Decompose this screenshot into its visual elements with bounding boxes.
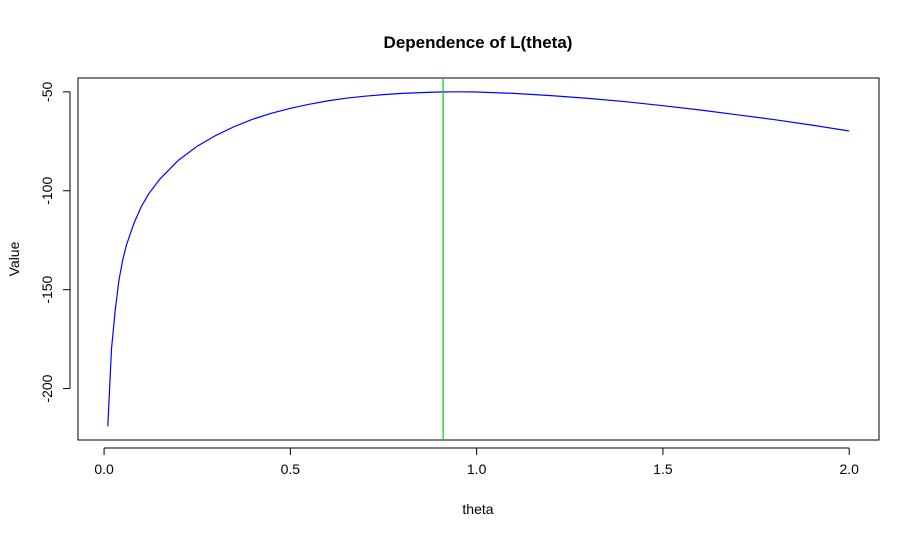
series-layer — [107, 78, 850, 440]
chart-title: Dependence of L(theta) — [384, 33, 573, 52]
series-line — [107, 91, 850, 427]
x-tick-label: 0.0 — [94, 461, 114, 477]
y-tick-label: -150 — [39, 275, 55, 303]
y-tick-label: -100 — [39, 177, 55, 205]
x-tick-label: 2.0 — [839, 461, 859, 477]
x-tick-label: 1.5 — [653, 461, 673, 477]
y-tick-label: -200 — [39, 374, 55, 402]
y-axis-label: Value — [6, 241, 22, 276]
x-tick-label: 1.0 — [467, 461, 487, 477]
plot-area-border — [77, 77, 880, 441]
y-tick-label: -50 — [39, 82, 55, 102]
x-tick-label: 0.5 — [281, 461, 301, 477]
x-axis-label: theta — [462, 501, 493, 517]
x-axis: 0.0 0.5 1.0 1.5 2.0 — [94, 447, 859, 477]
y-axis: -200 -150 -100 -50 — [39, 82, 71, 403]
